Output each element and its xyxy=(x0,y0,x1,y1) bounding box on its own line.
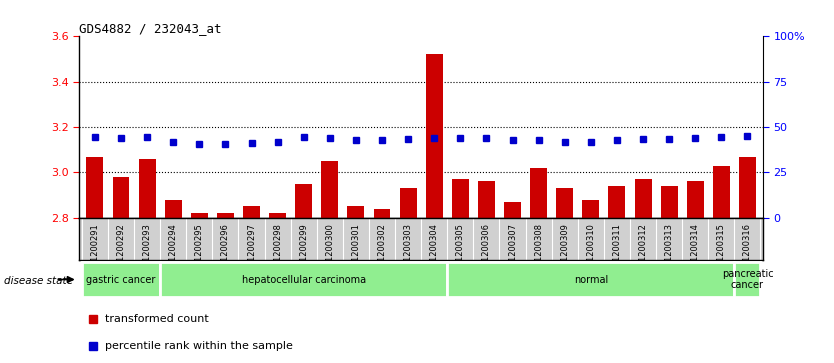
Text: GSM1200305: GSM1200305 xyxy=(456,223,465,279)
Text: GSM1200298: GSM1200298 xyxy=(273,223,282,279)
Text: GSM1200311: GSM1200311 xyxy=(612,223,621,279)
Bar xyxy=(399,188,417,218)
Text: GSM1200307: GSM1200307 xyxy=(508,223,517,279)
Text: hepatocellular carcinoma: hepatocellular carcinoma xyxy=(242,274,366,285)
Bar xyxy=(661,186,677,218)
Bar xyxy=(374,209,390,218)
Bar xyxy=(82,261,160,298)
Bar xyxy=(348,207,364,218)
Text: GSM1200294: GSM1200294 xyxy=(168,223,178,278)
Text: GSM1200296: GSM1200296 xyxy=(221,223,230,279)
Text: GSM1200293: GSM1200293 xyxy=(143,223,152,279)
Bar xyxy=(321,161,339,218)
Bar xyxy=(582,200,600,218)
Bar xyxy=(217,213,234,218)
Text: GSM1200301: GSM1200301 xyxy=(351,223,360,279)
Text: GSM1200304: GSM1200304 xyxy=(430,223,439,279)
Text: GSM1200309: GSM1200309 xyxy=(560,223,570,279)
Bar xyxy=(713,166,730,218)
Bar xyxy=(735,261,761,298)
Bar xyxy=(686,182,704,218)
Bar xyxy=(635,179,651,218)
Text: GSM1200314: GSM1200314 xyxy=(691,223,700,279)
Text: GDS4882 / 232043_at: GDS4882 / 232043_at xyxy=(79,22,222,35)
Text: GSM1200292: GSM1200292 xyxy=(117,223,125,278)
Text: GSM1200308: GSM1200308 xyxy=(534,223,543,279)
Text: GSM1200291: GSM1200291 xyxy=(90,223,99,278)
Bar xyxy=(164,200,182,218)
Bar xyxy=(478,182,495,218)
Bar xyxy=(191,213,208,218)
Text: disease state: disease state xyxy=(4,276,73,286)
Bar xyxy=(739,156,756,218)
Text: GSM1200297: GSM1200297 xyxy=(247,223,256,279)
Text: normal: normal xyxy=(574,274,608,285)
Text: GSM1200299: GSM1200299 xyxy=(299,223,309,278)
Text: pancreatic
cancer: pancreatic cancer xyxy=(721,269,773,290)
Bar xyxy=(138,159,156,218)
Bar xyxy=(269,213,286,218)
Text: GSM1200310: GSM1200310 xyxy=(586,223,595,279)
Bar xyxy=(425,54,443,218)
Bar xyxy=(530,168,547,218)
Text: GSM1200313: GSM1200313 xyxy=(665,223,674,279)
Text: transformed count: transformed count xyxy=(105,314,209,323)
Text: GSM1200300: GSM1200300 xyxy=(325,223,334,279)
Text: GSM1200302: GSM1200302 xyxy=(378,223,386,279)
Text: percentile rank within the sample: percentile rank within the sample xyxy=(105,341,293,351)
Bar xyxy=(609,186,626,218)
Bar xyxy=(295,184,312,218)
Bar xyxy=(87,156,103,218)
Text: GSM1200303: GSM1200303 xyxy=(404,223,413,279)
Bar xyxy=(504,202,521,218)
Text: gastric cancer: gastric cancer xyxy=(86,274,156,285)
Text: GSM1200312: GSM1200312 xyxy=(639,223,647,279)
Text: GSM1200315: GSM1200315 xyxy=(717,223,726,279)
Bar xyxy=(452,179,469,218)
Text: GSM1200295: GSM1200295 xyxy=(195,223,203,278)
Bar xyxy=(556,188,573,218)
Text: GSM1200306: GSM1200306 xyxy=(482,223,491,279)
Bar xyxy=(160,261,447,298)
Bar xyxy=(113,177,129,218)
Bar xyxy=(243,207,260,218)
Text: GSM1200316: GSM1200316 xyxy=(743,223,752,279)
Bar xyxy=(447,261,735,298)
